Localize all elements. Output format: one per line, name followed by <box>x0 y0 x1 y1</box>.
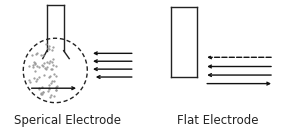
FancyArrowPatch shape <box>209 65 271 68</box>
Text: Flat Electrode: Flat Electrode <box>177 114 259 127</box>
FancyArrowPatch shape <box>209 56 271 59</box>
FancyArrowPatch shape <box>95 68 132 70</box>
FancyArrowPatch shape <box>95 60 132 63</box>
Text: Sperical Electrode: Sperical Electrode <box>14 114 121 127</box>
FancyArrowPatch shape <box>95 52 132 55</box>
FancyArrowPatch shape <box>209 74 271 76</box>
FancyArrowPatch shape <box>207 82 270 85</box>
FancyArrowPatch shape <box>97 76 132 78</box>
FancyArrowPatch shape <box>32 87 75 90</box>
